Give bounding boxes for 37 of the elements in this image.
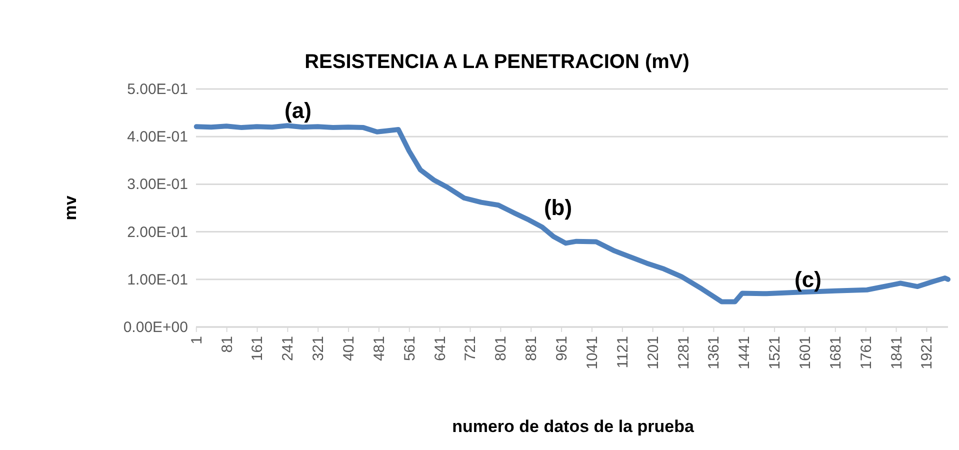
x-tick-label: 721 [462,336,480,362]
annotation: (b) [544,194,572,220]
x-tick-label: 801 [492,336,510,362]
x-tick-label: 1441 [736,336,754,370]
x-tick-label: 1841 [888,336,906,370]
y-tick-label: 0.00E+00 [123,319,188,336]
x-tick-label: 161 [249,336,266,362]
x-tick-label: 81 [218,336,236,353]
chart-title: RESISTENCIA A LA PENETRACION (mV) [304,51,690,73]
y-tick-label: 2.00E-01 [127,224,188,241]
annotation: (c) [794,266,822,292]
y-tick-label: 4.00E-01 [127,128,188,146]
x-tick-label: 1121 [614,336,632,368]
y-axis-title: mv [61,195,80,220]
x-tick-label: 1681 [827,336,844,370]
x-tick-label: 561 [401,336,418,362]
y-tick-label: 1.00E-01 [127,271,188,288]
x-tick-label: 1281 [675,336,692,370]
x-tick-label: 881 [523,336,540,362]
annotation: (a) [284,98,312,123]
x-tick-label: 1601 [796,336,814,370]
x-tick-label: 961 [554,336,571,362]
x-tick-label: 241 [280,336,297,362]
x-tick-label: 1201 [644,336,662,370]
x-tick-label: 1921 [918,336,936,370]
x-tick-label: 1361 [706,336,723,370]
x-tick-label: 401 [340,336,358,362]
x-tick-label: 1 [188,336,206,344]
x-axis-title: numero de datos de la prueba [452,417,694,436]
y-tick-label: 5.00E-01 [127,81,188,98]
y-tick-label: 3.00E-01 [127,176,188,194]
x-tick-label: 481 [370,336,388,362]
x-tick-label: 321 [310,336,328,362]
x-tick-label: 1761 [858,336,875,370]
x-tick-label: 1041 [584,336,601,370]
x-tick-label: 1521 [766,336,784,370]
x-tick-label: 641 [432,336,449,362]
